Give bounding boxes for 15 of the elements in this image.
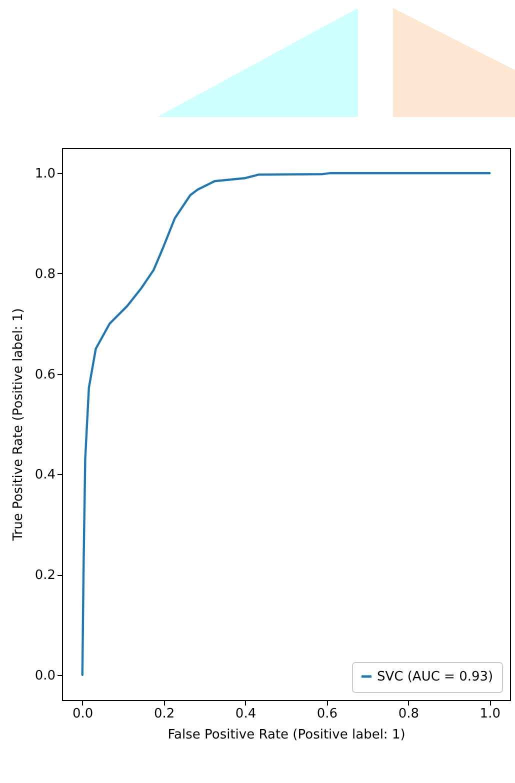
y-tick-label: 0.8 (34, 266, 56, 282)
x-tick-label: 0.2 (154, 706, 175, 722)
y-tick-label: 0.6 (34, 367, 56, 382)
x-tick-label: 0.0 (72, 706, 94, 722)
y-axis-title: True Positive Rate (Positive label: 1) (10, 308, 26, 542)
x-tick-label: 0.4 (235, 706, 256, 722)
legend-label: SVC (AUC = 0.93) (377, 670, 494, 684)
y-tick-label: 0.2 (34, 568, 56, 584)
x-tick-label: 0.8 (398, 706, 420, 722)
x-tick-label: 0.6 (316, 706, 338, 722)
y-tick-label: 0.4 (34, 468, 56, 483)
y-tick-label: 0.0 (34, 668, 56, 684)
x-axis-title: False Positive Rate (Positive label: 1) (168, 728, 406, 742)
x-tick-label: 1.0 (480, 706, 500, 722)
y-tick-label: 1.0 (34, 166, 56, 182)
